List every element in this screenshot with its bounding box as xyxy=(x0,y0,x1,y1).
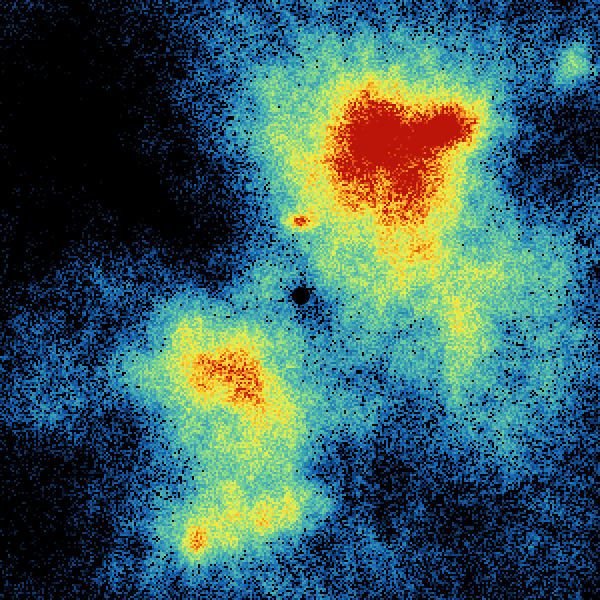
image-viewport: False-color intensity map Noisy false-co… xyxy=(0,0,600,600)
false-color-intensity-map xyxy=(0,0,600,600)
